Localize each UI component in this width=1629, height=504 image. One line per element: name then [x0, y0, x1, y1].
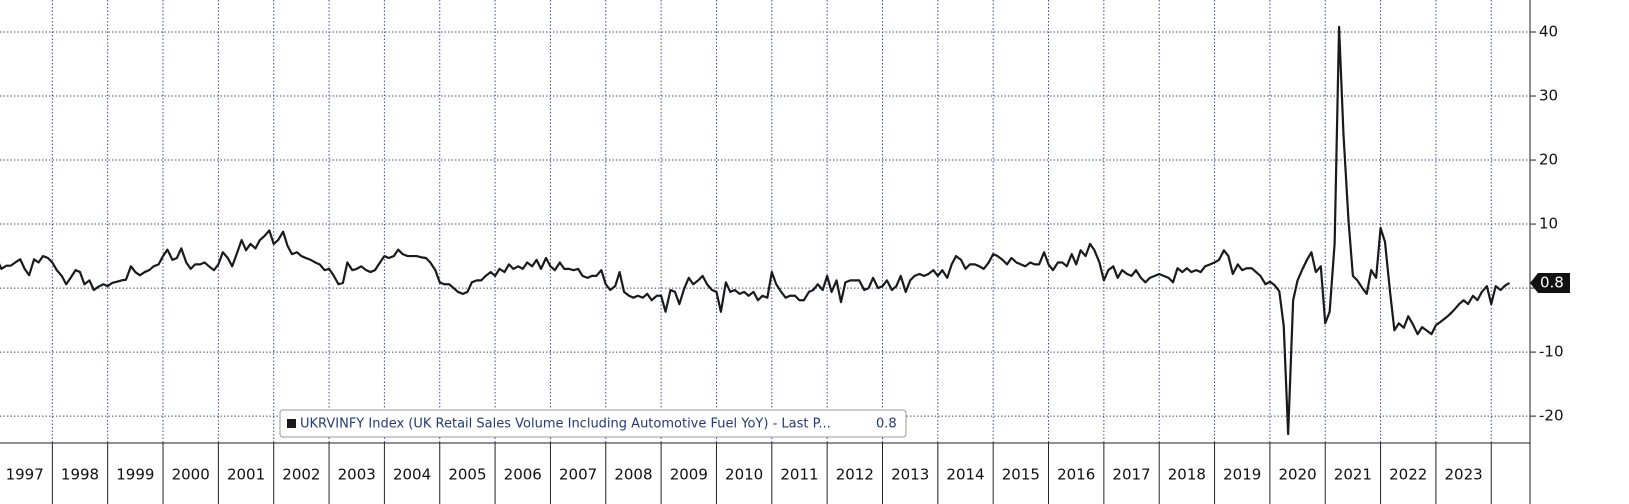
- axes: -20-100102030401997199819992000200120022…: [0, 0, 1570, 504]
- x-tick-label: 2008: [614, 466, 652, 484]
- x-tick-label: 2009: [670, 466, 708, 484]
- x-tick-label: 2022: [1389, 466, 1427, 484]
- x-tick-label: 2020: [1278, 466, 1316, 484]
- x-tick-label: 1999: [116, 466, 154, 484]
- x-tick-label: 2002: [282, 466, 320, 484]
- x-tick-label: 2016: [1057, 466, 1095, 484]
- x-tick-label: 2014: [946, 466, 984, 484]
- x-tick-label: 2004: [393, 466, 431, 484]
- x-tick-label: 2007: [559, 466, 597, 484]
- x-tick-label: 2010: [725, 466, 763, 484]
- grid: [0, 0, 1530, 443]
- x-tick-label: 2006: [504, 466, 542, 484]
- x-tick-label: 2000: [172, 466, 210, 484]
- x-tick-label: 2013: [891, 466, 929, 484]
- x-tick-label: 2015: [1002, 466, 1040, 484]
- y-tick-label: -20: [1539, 407, 1564, 425]
- x-tick-label: 2019: [1223, 466, 1261, 484]
- series-line: [0, 25, 1511, 436]
- x-tick-label: 2003: [338, 466, 376, 484]
- x-tick-label: 2011: [780, 466, 818, 484]
- last-value-label: 0.8: [1540, 273, 1564, 291]
- legend-box: [279, 409, 907, 438]
- plot: [0, 25, 1511, 436]
- last-value-marker: [1530, 272, 1570, 293]
- x-tick-label: 2005: [448, 466, 486, 484]
- legend: UKRVINFY Index (UK Retail Sales Volume I…: [279, 409, 907, 438]
- y-tick-label: 10: [1539, 215, 1558, 233]
- legend-swatch: [287, 419, 296, 428]
- x-tick-label: 2012: [836, 466, 874, 484]
- x-tick-label: 2001: [227, 466, 265, 484]
- x-tick-label: 2017: [1112, 466, 1150, 484]
- x-tick-label: 2023: [1444, 466, 1482, 484]
- y-tick-label: 30: [1539, 87, 1558, 105]
- x-tick-label: 1997: [6, 466, 44, 484]
- x-tick-label: 2018: [1168, 466, 1206, 484]
- x-tick-label: 1998: [61, 466, 99, 484]
- legend-label: UKRVINFY Index (UK Retail Sales Volume I…: [300, 417, 831, 432]
- y-tick-label: -10: [1539, 343, 1564, 361]
- legend-last-value: 0.8: [876, 417, 897, 432]
- x-tick-label: 2021: [1334, 466, 1372, 484]
- y-tick-label: 20: [1539, 151, 1558, 169]
- y-tick-label: 40: [1539, 23, 1558, 41]
